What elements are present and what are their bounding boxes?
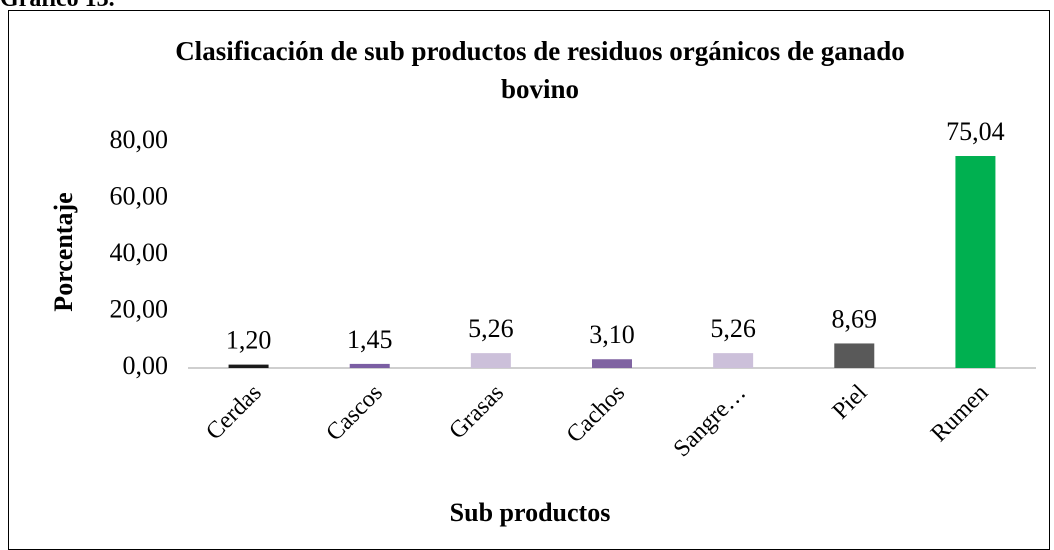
bar bbox=[470, 353, 511, 368]
x-tick-label: Cachos bbox=[562, 380, 630, 448]
x-tick-label: Cascos bbox=[321, 380, 387, 446]
value-label: 1,20 bbox=[226, 326, 272, 355]
bar bbox=[592, 359, 632, 368]
bar bbox=[349, 363, 390, 368]
x-axis-label: Sub productos bbox=[450, 498, 611, 527]
value-label: 5,26 bbox=[468, 314, 514, 343]
y-tick-label: 60,00 bbox=[110, 181, 169, 210]
value-label: 3,10 bbox=[589, 320, 635, 349]
y-tick-label: 20,00 bbox=[110, 294, 169, 323]
bar bbox=[713, 353, 754, 368]
y-tick-label: 40,00 bbox=[110, 238, 169, 267]
chart-title: Clasificación de sub productos de residu… bbox=[175, 36, 905, 104]
x-tick-label: Rumen bbox=[926, 380, 993, 447]
bar bbox=[834, 343, 875, 368]
value-label: 5,26 bbox=[710, 314, 756, 343]
x-tick-label: Grasas bbox=[444, 380, 509, 445]
value-label: 1,45 bbox=[347, 325, 393, 354]
x-tick-label: Piel bbox=[828, 380, 873, 425]
y-tick-label: 0,00 bbox=[123, 351, 169, 380]
x-tick-label: Cerdas bbox=[201, 380, 267, 446]
value-label: 75,04 bbox=[946, 117, 1005, 146]
bar bbox=[228, 364, 269, 368]
caption: Gráfico 13. bbox=[0, 0, 115, 13]
bar bbox=[955, 156, 996, 368]
x-tick-label: Sangre… bbox=[669, 380, 751, 462]
value-label: 8,69 bbox=[832, 304, 878, 333]
y-axis-label: Porcentaje bbox=[49, 192, 78, 311]
y-tick-label: 80,00 bbox=[110, 125, 169, 154]
